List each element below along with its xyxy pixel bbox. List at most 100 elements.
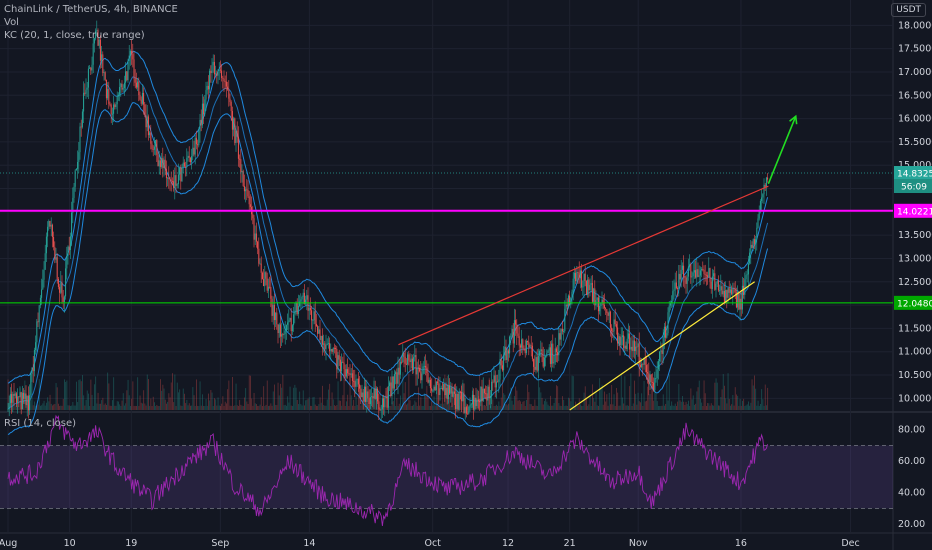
candle-body (713, 273, 715, 277)
volume-bar (607, 405, 609, 410)
candle-body (113, 104, 115, 114)
candle-body (67, 246, 69, 257)
volume-bar (625, 405, 627, 410)
volume-bar (209, 400, 211, 410)
volume-bar (708, 403, 710, 410)
candle-body (680, 269, 682, 280)
volume-bar (134, 405, 136, 410)
volume-bar (236, 405, 238, 410)
candle-body (69, 236, 71, 251)
candle-body (565, 304, 567, 309)
candle-body (371, 396, 373, 398)
volume-bar (706, 405, 707, 410)
candle-body (647, 372, 649, 374)
candle-body (281, 334, 283, 337)
volume-bar (193, 395, 195, 410)
candle-body (308, 307, 310, 311)
volume-bar (276, 405, 278, 410)
candle-body (155, 140, 157, 147)
volume-bar (79, 379, 81, 410)
price-tick-label: 15.0000 (898, 160, 932, 171)
volume-bar (684, 404, 686, 410)
keltner-upper (7, 50, 769, 384)
volume-bar (688, 400, 689, 410)
volume-bar (730, 405, 731, 410)
candle-body (125, 71, 127, 83)
candle-body (633, 340, 635, 351)
currency-badge[interactable]: USDT (891, 3, 926, 17)
volume-bar (124, 405, 125, 410)
volume-bar (161, 390, 163, 410)
candle-body (278, 324, 280, 334)
volume-bar (296, 399, 298, 410)
price-tick-label: 11.0000 (898, 347, 932, 358)
volume-bar (569, 398, 571, 410)
candle-body (199, 119, 201, 132)
candle-body (762, 194, 764, 198)
candle-body (767, 177, 769, 180)
volume-bar (316, 405, 317, 410)
volume-bar (638, 401, 640, 410)
candle-body (99, 39, 101, 61)
candle-body (143, 92, 145, 105)
volume-bar (619, 405, 621, 410)
candle-body (273, 305, 275, 321)
candle-body (480, 386, 482, 403)
volume-bar (295, 387, 297, 410)
volume-bar (289, 386, 291, 410)
candle-body (753, 239, 755, 244)
volume-bar (594, 401, 596, 410)
candle-body (641, 364, 643, 368)
candle-body (474, 397, 476, 410)
price-axis: 18.0000 17.5000 17.0000 16.5000 16.0000 15.50… (894, 20, 932, 404)
volume-bar (110, 405, 112, 410)
volume-bar (610, 404, 611, 410)
candle-body (43, 269, 45, 280)
candle-body (419, 367, 421, 372)
candle-body (536, 357, 538, 371)
candle-body (656, 369, 658, 379)
candle-body (128, 55, 130, 61)
volume-bar (641, 393, 643, 410)
volume-bar (218, 405, 220, 410)
candle-body (683, 265, 685, 277)
volume-bar (576, 405, 578, 410)
volume-bar (425, 395, 427, 410)
volume-bar (286, 405, 287, 410)
keltner-lower (7, 102, 769, 435)
time-tick-label: Aug (0, 538, 17, 549)
last-price-tag-bg (894, 166, 932, 181)
candle-body (264, 272, 266, 287)
candle-body (176, 184, 178, 186)
candle-body (602, 299, 604, 306)
candle-body (289, 318, 291, 321)
volume-bar (395, 405, 397, 410)
volume-bar (156, 404, 158, 410)
candle-body (302, 292, 304, 298)
volume-bar (246, 401, 248, 410)
volume-bar (109, 405, 111, 410)
candle-body (659, 351, 661, 362)
candle-body (434, 386, 436, 391)
candle-body (195, 137, 197, 145)
candle-body (75, 168, 77, 171)
volume-bar (632, 403, 634, 410)
candle-body (553, 362, 555, 364)
volume-bar (103, 404, 105, 410)
volume-bar (208, 393, 209, 410)
volume-bar (744, 405, 746, 410)
volume-bar (142, 403, 143, 410)
volume-bar (232, 376, 233, 410)
candle-body (299, 301, 301, 307)
candle-body (197, 144, 199, 146)
volume-bar (430, 405, 431, 410)
candle-body (590, 282, 592, 286)
candle-body (135, 82, 137, 88)
candle-body (167, 177, 169, 179)
resistance-tag-bg (894, 203, 932, 218)
candle-body (393, 374, 395, 389)
target-arrow-head (789, 114, 798, 125)
volume-bar (484, 405, 485, 410)
volume-bar (449, 396, 451, 410)
candle-body (414, 355, 416, 358)
